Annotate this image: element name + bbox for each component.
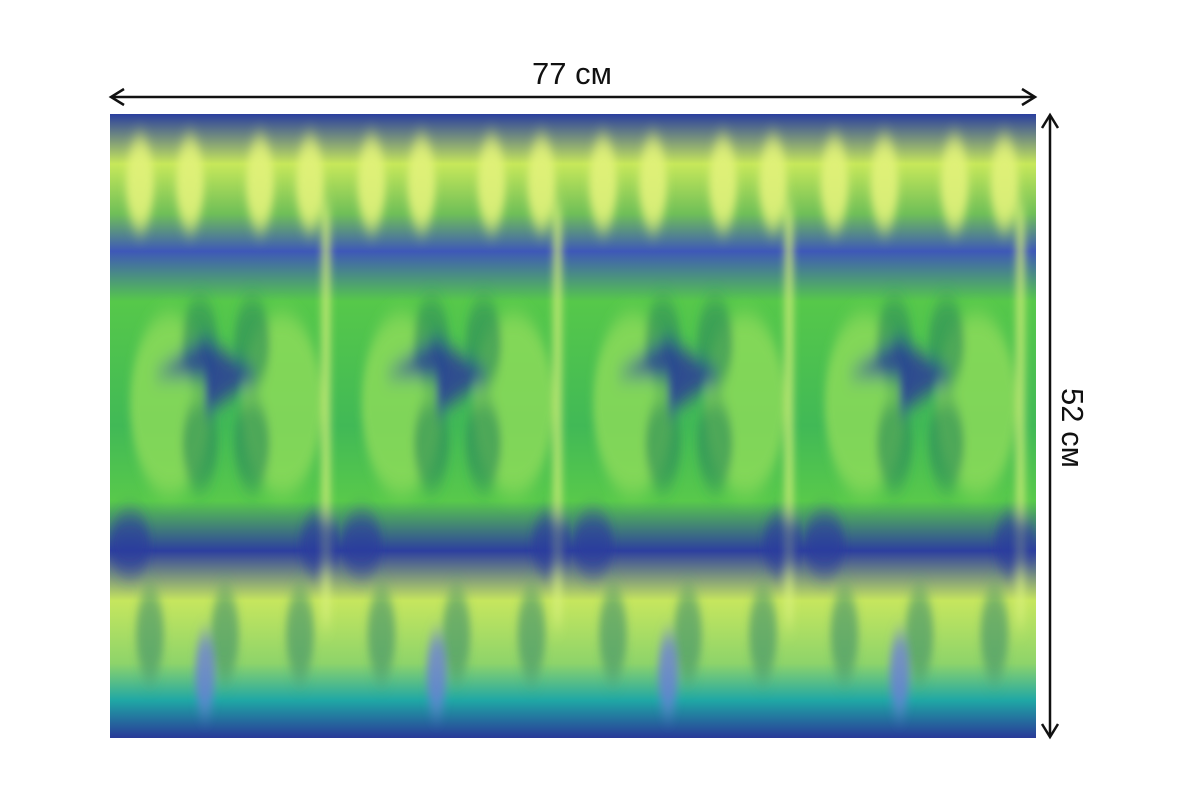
width-label: 77 см [532,56,612,91]
height-label: 52 см [1055,388,1090,468]
width-dimension [108,87,1038,107]
height-dimension [1040,112,1060,740]
pattern-overlay [110,114,1036,738]
